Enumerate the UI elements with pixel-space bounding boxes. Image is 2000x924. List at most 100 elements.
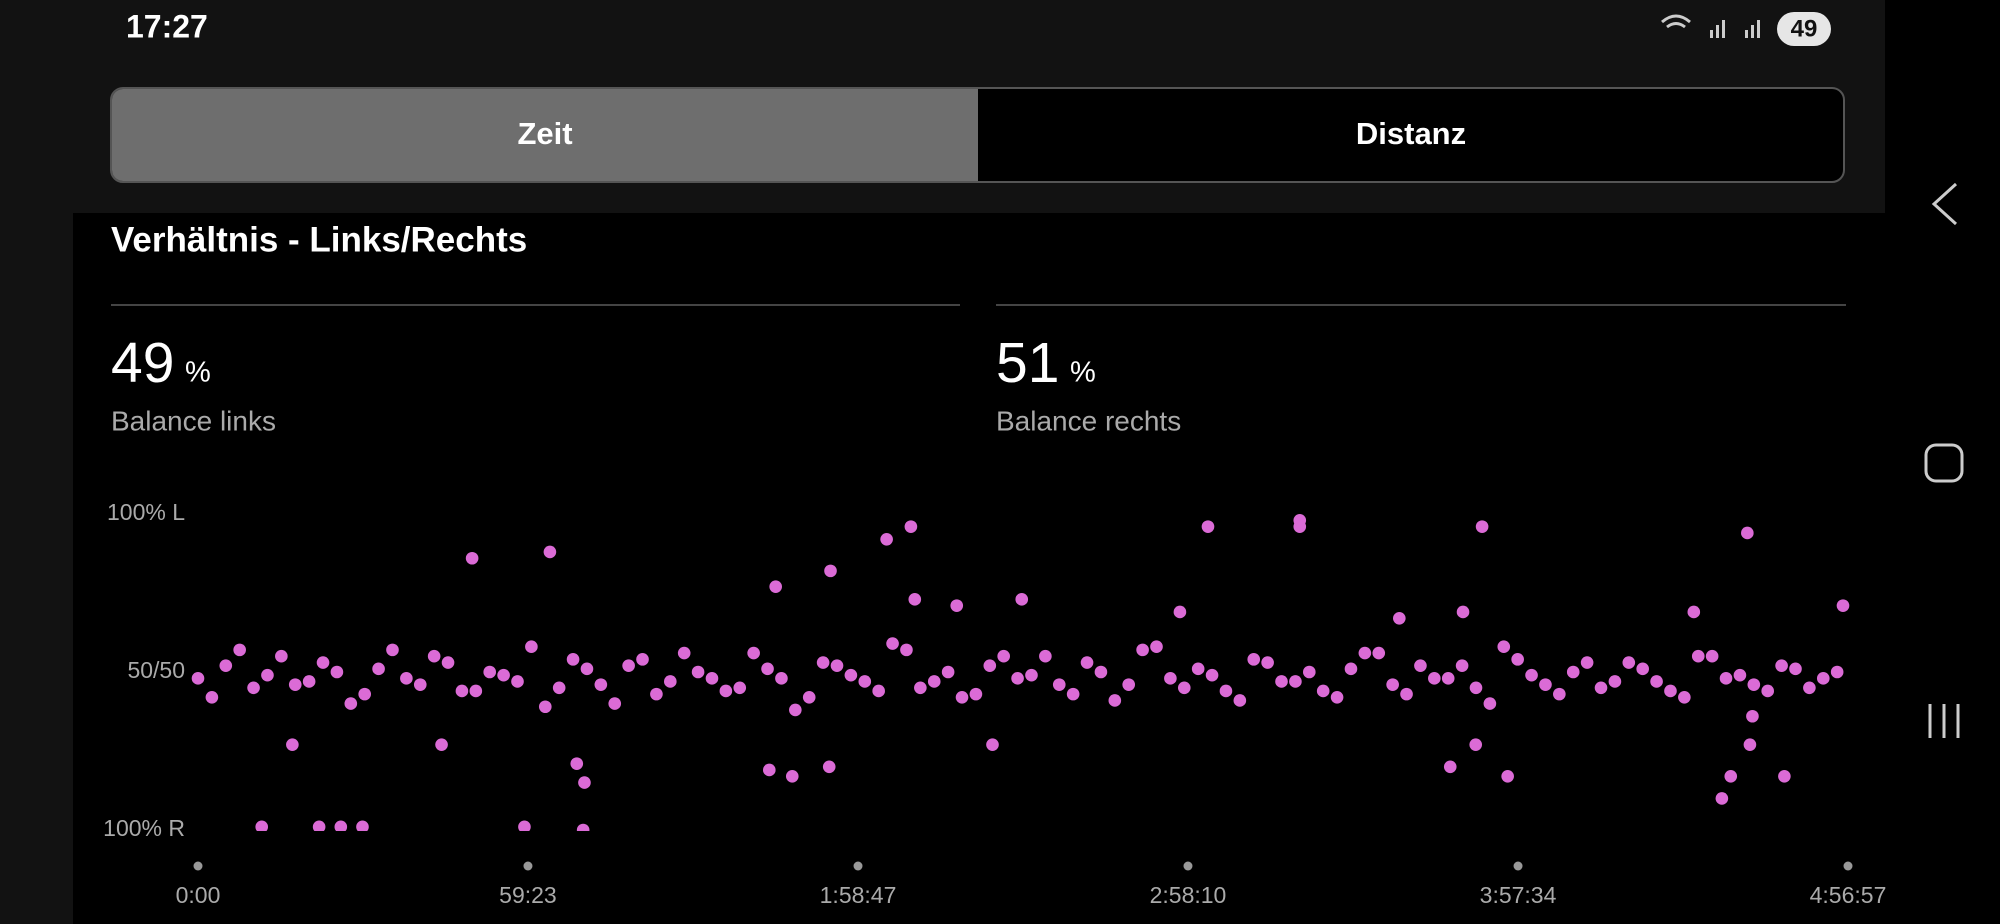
- data-point: [1150, 640, 1163, 654]
- data-point: [1219, 684, 1233, 698]
- data-point: [1302, 665, 1316, 679]
- tab-active[interactable]: [112, 89, 978, 181]
- data-point: [1497, 640, 1511, 654]
- data-point: [1191, 662, 1205, 676]
- data-point: [830, 659, 844, 672]
- data-point: [356, 820, 369, 831]
- data-point: [576, 823, 590, 831]
- data-point: [705, 672, 719, 685]
- x-tick-label: 1:58:47: [820, 882, 897, 908]
- data-point: [330, 665, 344, 679]
- data-point: [1393, 611, 1406, 625]
- data-point: [1608, 675, 1622, 688]
- data-point: [1747, 678, 1761, 691]
- data-point: [880, 532, 893, 546]
- data-point: [483, 665, 497, 679]
- data-point: [286, 738, 299, 751]
- nav-bar: [1885, 0, 2000, 924]
- data-point: [608, 697, 622, 710]
- data-point: [372, 662, 385, 676]
- stat-label: Balance rechts: [996, 405, 1181, 436]
- data-point: [1469, 681, 1483, 695]
- data-point: [538, 700, 552, 714]
- data-point: [1247, 653, 1261, 666]
- data-point: [1441, 672, 1455, 685]
- x-tick-label: 4:56:57: [1810, 882, 1887, 908]
- data-point: [1775, 659, 1788, 672]
- data-point: [1687, 605, 1701, 619]
- data-point: [400, 672, 413, 685]
- plot-area: [191, 514, 1850, 831]
- data-point: [1594, 681, 1608, 695]
- data-point: [1678, 690, 1691, 704]
- data-point: [1475, 520, 1489, 533]
- data-point: [511, 675, 524, 688]
- data-point: [1836, 599, 1850, 612]
- data-point: [413, 678, 427, 691]
- x-tick-label: 2:58:10: [1150, 882, 1227, 908]
- data-point: [1205, 668, 1219, 682]
- data-point: [1816, 672, 1830, 685]
- data-point: [886, 637, 899, 650]
- x-tick-mark: [193, 861, 203, 871]
- tab-label[interactable]: Distanz: [1356, 116, 1466, 151]
- data-point: [1501, 769, 1514, 783]
- data-point: [386, 643, 399, 657]
- nav-home[interactable]: [1924, 443, 1964, 483]
- data-point: [525, 640, 538, 654]
- data-point: [1664, 684, 1677, 698]
- signal-icons: [1661, 14, 1760, 38]
- x-tick-label: 59:23: [499, 882, 557, 908]
- data-point: [719, 684, 733, 698]
- data-point: [1011, 672, 1024, 685]
- data-point: [1719, 672, 1733, 685]
- data-point: [1455, 659, 1469, 672]
- nav-back[interactable]: [1931, 182, 1958, 226]
- x-tick-label: 0:00: [176, 882, 221, 908]
- data-point: [636, 653, 649, 666]
- data-point: [1108, 694, 1122, 707]
- data-point: [233, 643, 246, 657]
- chart-title: Verhältnis - Links/Rechts: [111, 220, 527, 259]
- data-point: [358, 687, 371, 701]
- data-point: [822, 760, 836, 774]
- data-point: [1386, 678, 1399, 691]
- data-point: [1344, 662, 1358, 676]
- data-point: [691, 665, 705, 679]
- data-point: [247, 681, 260, 695]
- stat-value: 51: [996, 331, 1059, 395]
- data-point: [302, 675, 316, 688]
- data-point: [775, 672, 788, 685]
- data-point: [650, 687, 663, 701]
- data-point: [1173, 605, 1187, 619]
- data-point: [1443, 760, 1457, 774]
- data-point: [904, 520, 918, 533]
- data-point: [312, 820, 326, 831]
- nav-recents[interactable]: [1928, 704, 1960, 738]
- data-point: [469, 684, 483, 698]
- battery-level: 49: [1791, 15, 1818, 42]
- tab-label[interactable]: Zeit: [517, 116, 572, 151]
- data-point: [927, 675, 941, 688]
- data-point: [747, 646, 760, 660]
- data-point: [997, 649, 1010, 663]
- data-point: [914, 681, 927, 695]
- data-point: [1122, 678, 1136, 691]
- data-point: [578, 776, 591, 789]
- data-point: [1414, 659, 1427, 672]
- data-point: [1400, 687, 1413, 701]
- status-time: 17:27: [126, 8, 208, 44]
- data-point: [1705, 649, 1719, 663]
- data-point: [986, 738, 999, 751]
- y-tick-label: 50/50: [127, 657, 185, 683]
- data-point: [733, 681, 747, 695]
- data-point: [255, 820, 269, 831]
- data-point: [580, 662, 594, 676]
- data-point: [497, 668, 510, 682]
- content-panel: [73, 213, 1885, 924]
- data-point: [858, 675, 872, 688]
- data-point: [789, 703, 802, 717]
- data-point: [219, 659, 233, 672]
- data-point: [1580, 656, 1594, 669]
